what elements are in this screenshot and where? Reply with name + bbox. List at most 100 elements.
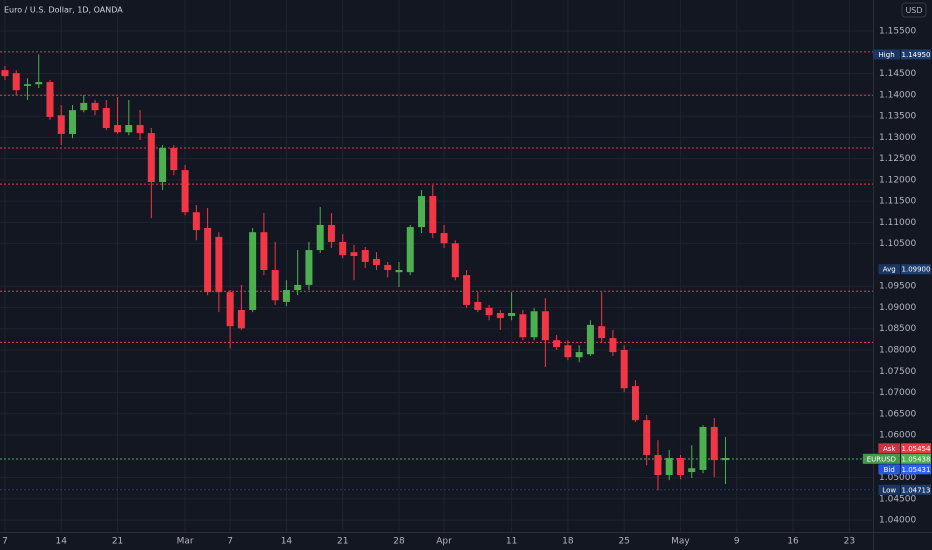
candle-body [316,224,324,251]
candle-body [519,314,527,338]
candle-body [114,125,122,133]
y-tick-label: 1.07000 [879,388,916,398]
candle-body [57,115,65,134]
candle-body [350,252,358,257]
candle-body [598,326,606,339]
y-tick-label: 1.08500 [879,324,916,334]
candle-body [181,170,189,213]
y-tick-label: 1.11000 [879,218,916,228]
price-label-box [901,464,931,475]
candle-body [23,84,31,86]
candle-body [159,147,167,183]
candle-body [722,458,730,461]
y-tick-label: 1.10500 [879,239,916,249]
candle-body [35,82,43,85]
price-label-value: 1.09900 [902,266,931,274]
price-label-box [901,484,931,495]
candle-body [204,227,212,293]
y-tick-label: 1.12500 [879,154,916,164]
x-tick-label: 14 [56,537,68,547]
candle-body [192,212,200,231]
candle-body [451,243,459,278]
y-tick-label: 1.14000 [879,90,916,100]
y-tick-label: 1.13500 [879,112,916,122]
candle-body [226,292,234,327]
candle-body [564,345,572,358]
y-tick-label: 1.09000 [879,303,916,313]
candle-body [327,224,335,242]
candle-body [170,147,178,171]
candle-body [485,307,493,316]
price-label-value: 1.05454 [902,445,931,453]
candle-body [508,312,516,316]
x-tick-label: Apr [436,537,452,547]
candle-body [147,133,155,183]
candle-body [395,270,403,273]
y-tick-label: 1.14500 [879,69,916,79]
candle-body [665,458,673,476]
price-label-name: Avg [883,266,896,274]
price-label-box [901,443,931,454]
axes: 1.15500 1.14500 1.14000 1.13500 1.13000 1.125… [2,27,931,547]
candle-body [384,264,392,271]
price-label-name-box [878,464,900,475]
candle-body [339,241,347,256]
x-tick-label: May [671,537,690,547]
price-label-name: Bid [884,466,895,474]
y-tick-label: 1.11500 [879,197,916,207]
candle-body [136,125,144,134]
price-label-box [901,49,931,60]
x-tick-label: 23 [844,537,855,547]
price-label-box [901,264,931,275]
candle-body [496,312,504,319]
candle-body [429,196,437,234]
candle-body [80,102,88,111]
chart-title: Euro / U.S. Dollar, 1D, OANDA [4,6,123,15]
candle-body [125,125,133,133]
x-tick-label: 14 [281,537,293,547]
candle-body [282,290,290,302]
candles [1,54,730,491]
y-tick-label: 1.08000 [879,345,916,355]
candle-body [699,426,707,470]
currency-label[interactable]: USD [905,6,922,15]
candle-body [372,258,380,265]
y-tick-label: 1.15500 [879,27,916,37]
candle-body [463,275,471,305]
candle-body [237,310,245,329]
candle-body [69,110,77,134]
currency-button[interactable] [901,2,927,18]
price-label-value: 1.05438 [902,455,931,463]
price-label-name-box [878,484,900,495]
price-label-name: EURUSD [867,455,896,463]
candle-body [586,324,594,355]
candle-body [249,232,257,311]
candle-body [530,311,538,338]
x-tick-label: 21 [337,537,348,547]
y-tick-label: 1.06500 [879,409,916,419]
candle-body [710,426,718,461]
candle-body [12,73,20,91]
candle-body [609,338,617,353]
x-tick-label: 18 [562,537,574,547]
price-label-name: Ask [883,445,896,453]
candle-body [541,311,549,341]
candle-body [418,196,426,228]
candle-body [260,232,268,271]
price-label-value: 1.14950 [902,51,931,59]
price-label-name-box [878,264,900,275]
x-tick-label: 16 [787,537,799,547]
x-tick-label: 25 [618,537,629,547]
x-tick-label: 28 [393,537,405,547]
y-tick-label: 1.07500 [879,367,916,377]
candle-body [406,227,414,273]
candle-body [688,468,696,473]
candle-body [305,250,313,285]
price-label-value: 1.04713 [902,486,931,494]
y-tick-label: 1.13000 [879,133,916,143]
x-tick-label: 9 [734,537,740,547]
price-label-name: Low [882,486,896,494]
y-tick-label: 1.05000 [879,473,916,483]
